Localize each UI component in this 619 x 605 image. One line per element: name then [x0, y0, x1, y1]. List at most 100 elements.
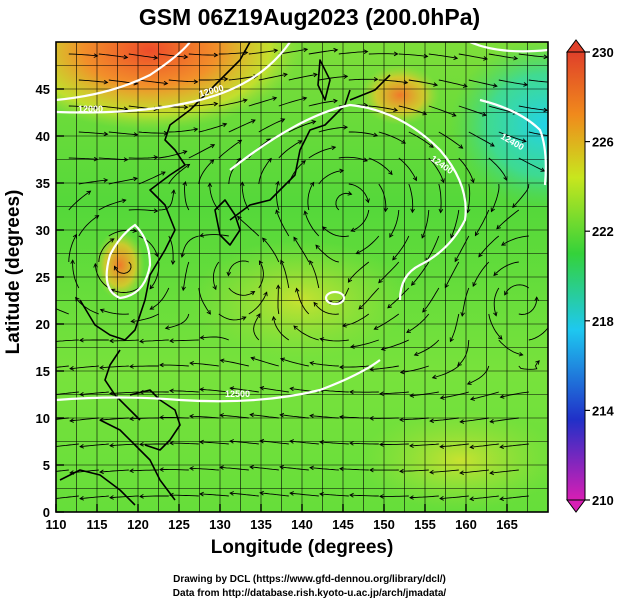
- streamline-arrow: [497, 335, 503, 340]
- streamline: [241, 182, 250, 211]
- streamline-arrow: [492, 83, 498, 88]
- streamline: [528, 327, 548, 341]
- streamline: [189, 415, 219, 419]
- y-tick-label: 15: [36, 364, 50, 379]
- streamline-arrow: [403, 79, 409, 85]
- streamline: [98, 105, 128, 110]
- streamline: [80, 443, 109, 448]
- streamline: [168, 128, 198, 133]
- streamline: [70, 365, 99, 370]
- streamline: [408, 79, 438, 86]
- streamline-arrow: [439, 395, 445, 400]
- streamline-arrow: [489, 142, 495, 147]
- streamline-arrow: [93, 105, 99, 110]
- streamline-arrow: [259, 438, 265, 444]
- streamline-arrow: [237, 215, 242, 221]
- streamline: [342, 313, 370, 327]
- streamline: [237, 216, 260, 237]
- streamline: [188, 53, 218, 56]
- streamline: [262, 237, 280, 263]
- streamline-arrow: [206, 309, 211, 315]
- streamline: [380, 443, 409, 445]
- streamline: [304, 211, 320, 237]
- streamline-arrow: [123, 157, 129, 162]
- streamline-arrow: [93, 262, 98, 268]
- streamline-arrow: [229, 491, 234, 496]
- coastlines: [59, 42, 391, 506]
- streamline-arrow: [271, 315, 277, 321]
- streamline: [138, 171, 166, 185]
- streamline-arrow: [121, 198, 127, 204]
- streamline: [250, 466, 279, 471]
- streamline: [78, 179, 108, 185]
- streamline-arrow: [154, 252, 159, 258]
- streamline-arrow: [439, 444, 444, 449]
- streamline-arrow: [303, 210, 308, 216]
- streamline: [56, 443, 79, 447]
- temperature-field: [56, 42, 548, 512]
- streamline: [99, 417, 129, 421]
- streamline: [528, 131, 548, 137]
- streamline: [310, 362, 339, 367]
- streamline-arrow: [159, 415, 164, 420]
- streamline: [490, 183, 500, 212]
- streamline-arrow: [489, 419, 495, 424]
- streamline: [139, 339, 169, 342]
- streamline-arrow: [409, 443, 414, 449]
- streamline-arrow: [339, 414, 344, 420]
- streamline: [449, 313, 460, 342]
- streamline-arrow: [219, 413, 224, 418]
- streamline-arrow: [242, 98, 248, 103]
- streamline-arrow: [319, 439, 324, 445]
- streamline: [387, 287, 410, 309]
- streamline-arrow: [459, 419, 465, 424]
- y-tick-label: 5: [43, 458, 50, 473]
- streamline: [467, 183, 471, 213]
- streamline: [68, 190, 91, 211]
- streamline: [320, 338, 349, 342]
- streamline-arrow: [133, 176, 138, 182]
- streamline: [368, 105, 398, 111]
- streamline: [319, 441, 349, 445]
- streamline-arrow: [387, 303, 392, 309]
- streamline-arrow: [333, 98, 338, 104]
- streamline: [99, 469, 129, 473]
- streamline: [374, 313, 400, 330]
- streamline: [56, 495, 79, 499]
- streamline-arrow: [513, 55, 519, 61]
- streamline-arrow: [70, 259, 75, 265]
- streamline: [277, 285, 280, 315]
- colorbar-tick-label: 226: [592, 135, 614, 150]
- streamline: [56, 469, 69, 472]
- streamline-arrow: [493, 271, 498, 277]
- streamline: [260, 492, 289, 497]
- streamline-arrow: [349, 492, 354, 498]
- streamline-arrow: [421, 233, 426, 239]
- streamline: [168, 79, 198, 83]
- streamline: [315, 244, 339, 263]
- streamline: [409, 443, 439, 447]
- streamline: [290, 440, 319, 445]
- streamline: [276, 181, 280, 211]
- streamline: [498, 79, 528, 86]
- streamline: [440, 495, 469, 500]
- streamline-arrow: [170, 260, 176, 266]
- streamline-arrow: [319, 337, 325, 342]
- y-tick-label: 30: [36, 223, 50, 238]
- streamline: [460, 469, 489, 474]
- streamline: [500, 443, 529, 448]
- streamline: [278, 140, 302, 159]
- streamline: [518, 53, 548, 58]
- streamline-arrow: [523, 82, 529, 87]
- streamline: [198, 159, 214, 185]
- streamline: [278, 97, 307, 107]
- streamline-arrow: [219, 465, 224, 470]
- streamline: [409, 495, 439, 499]
- streamline-arrow: [289, 491, 294, 496]
- streamline: [410, 391, 439, 397]
- streamline: [310, 415, 339, 419]
- streamline: [138, 79, 168, 84]
- streamline: [310, 467, 339, 471]
- streamline: [168, 164, 190, 185]
- colorbar-tick-label: 222: [592, 224, 614, 239]
